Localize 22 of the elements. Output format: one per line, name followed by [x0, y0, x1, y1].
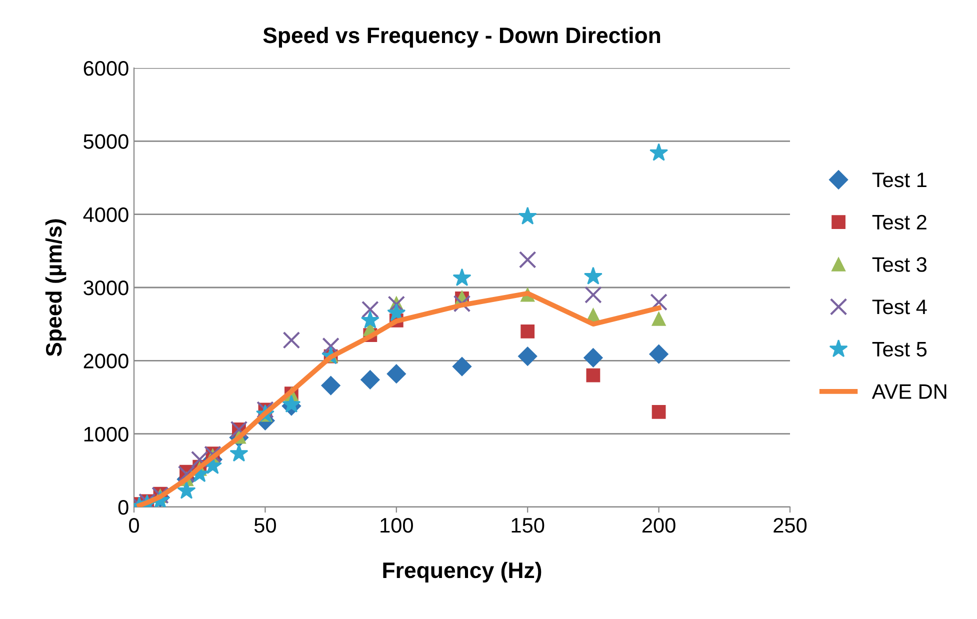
y-tick-label: 0: [118, 500, 128, 515]
y-tick-label: 6000: [84, 61, 128, 76]
legend-label: Test 2: [872, 214, 926, 230]
x-axis-title: Frequency (Hz): [383, 562, 542, 583]
y-axis-title: Speed (µm/s): [45, 219, 66, 356]
y-tick-label: 1000: [84, 426, 128, 442]
x-tick-label: 250: [774, 518, 807, 533]
x-tick-label: 100: [380, 518, 413, 533]
legend-label: Test 1: [872, 172, 926, 188]
legend-label: Test 4: [872, 300, 927, 314]
x-tick-label: 50: [254, 518, 276, 533]
y-tick-label: 3000: [84, 280, 128, 296]
x-tick-label: 200: [642, 518, 676, 533]
legend-label: AVE DN: [872, 384, 946, 399]
chart-title: Speed vs Frequency - Down Direction: [263, 26, 660, 48]
y-tick-label: 2000: [84, 354, 128, 368]
legend-label: Test 5: [872, 342, 927, 357]
y-tick-label: 5000: [84, 134, 128, 149]
x-tick-label: 150: [512, 518, 544, 533]
legend-label: Test 3: [872, 257, 927, 272]
y-tick-label: 4000: [83, 207, 128, 222]
x-tick-label: 0: [129, 518, 139, 533]
